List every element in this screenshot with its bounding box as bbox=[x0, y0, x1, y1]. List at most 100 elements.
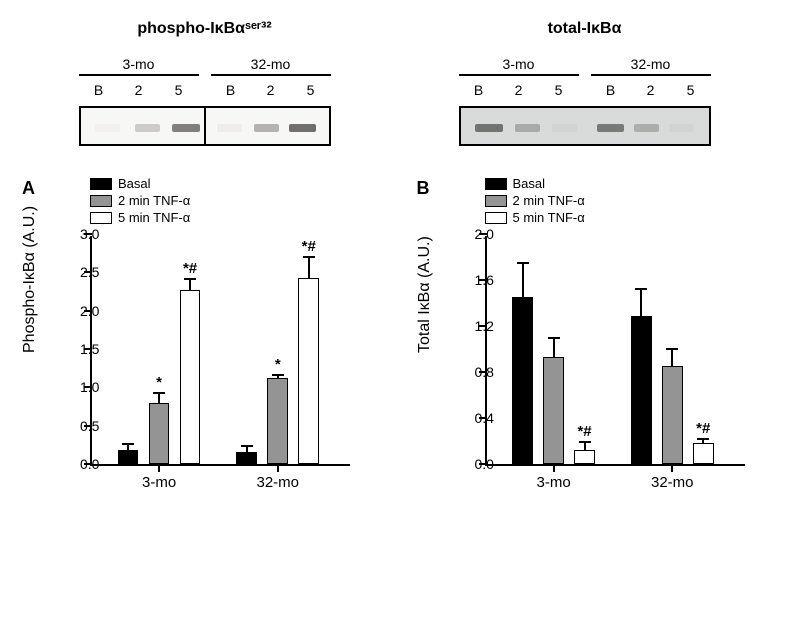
error-bar bbox=[158, 393, 160, 403]
blot-box-left bbox=[79, 106, 331, 146]
group-underline bbox=[211, 74, 331, 76]
blot-band bbox=[475, 124, 502, 132]
lane-labels: B25 bbox=[591, 82, 711, 98]
lane-label: 2 bbox=[631, 82, 671, 98]
legend-item: Basal bbox=[485, 176, 585, 191]
blot-band bbox=[669, 124, 694, 132]
bar bbox=[574, 450, 595, 464]
bar bbox=[149, 403, 170, 464]
significance-marker: * bbox=[275, 356, 281, 373]
legend-label: 2 min TNF-α bbox=[513, 193, 585, 208]
error-bar bbox=[189, 279, 191, 290]
blot-band bbox=[254, 124, 279, 132]
legend-B: Basal 2 min TNF-α 5 min TNF-α bbox=[485, 176, 585, 227]
xtick bbox=[553, 464, 555, 472]
blot-panel-right: total-IκBα 3-moB2532-moB25 bbox=[425, 20, 745, 146]
blot-groups-right: 3-moB2532-moB25 bbox=[459, 56, 711, 98]
blot-group-label: 3-mo bbox=[503, 56, 535, 72]
lane-label: B bbox=[211, 82, 251, 98]
bar bbox=[180, 290, 201, 464]
error-bar bbox=[671, 349, 673, 366]
xgroup-label: 3-mo bbox=[536, 474, 570, 491]
blot-group-label: 3-mo bbox=[123, 56, 155, 72]
lane-label: 5 bbox=[539, 82, 579, 98]
bar bbox=[118, 450, 139, 464]
significance-marker: *# bbox=[183, 260, 197, 277]
xgroup-label: 32-mo bbox=[256, 474, 299, 491]
error-cap bbox=[122, 443, 134, 445]
blot-band bbox=[95, 124, 120, 132]
blot-group-label: 32-mo bbox=[251, 56, 291, 72]
legend-item: 2 min TNF-α bbox=[90, 193, 190, 208]
error-cap bbox=[184, 278, 196, 280]
group-underline bbox=[79, 74, 199, 76]
legend-item: 2 min TNF-α bbox=[485, 193, 585, 208]
legend-label: Basal bbox=[118, 176, 151, 191]
error-bar bbox=[308, 257, 310, 278]
error-cap bbox=[666, 348, 678, 350]
lane-labels: B25 bbox=[79, 82, 199, 98]
lane-label: B bbox=[459, 82, 499, 98]
plot-area-A: 0.00.51.01.52.02.53.03-mo**#32-mo**# bbox=[90, 236, 350, 466]
xtick bbox=[158, 464, 160, 472]
bar bbox=[512, 297, 533, 464]
xgroup-label: 3-mo bbox=[142, 474, 176, 491]
legend-item: 5 min TNF-α bbox=[485, 210, 585, 225]
blot-group: 32-moB25 bbox=[591, 56, 711, 98]
blot-group-label: 32-mo bbox=[631, 56, 671, 72]
legend-swatch bbox=[485, 212, 507, 224]
legend-swatch bbox=[90, 195, 112, 207]
legend-swatch bbox=[90, 212, 112, 224]
blot-band bbox=[289, 124, 316, 132]
legend-swatch bbox=[485, 178, 507, 190]
xtick bbox=[671, 464, 673, 472]
bar bbox=[693, 443, 714, 464]
error-bar bbox=[584, 442, 586, 450]
lane-label: B bbox=[591, 82, 631, 98]
error-cap bbox=[241, 445, 253, 447]
blot-band bbox=[172, 124, 199, 132]
blot-band bbox=[135, 124, 160, 132]
blot-title-right: total-IκBα bbox=[548, 20, 622, 38]
blot-row: phospho-IκBαˢᵉʳ³² 3-moB2532-moB25 total-… bbox=[20, 20, 769, 146]
lane-label: 5 bbox=[159, 82, 199, 98]
plot-area-B: 0.00.40.81.21.62.03-mo*#32-mo*# bbox=[485, 236, 745, 466]
group-underline bbox=[459, 74, 579, 76]
blot-group: 32-moB25 bbox=[211, 56, 331, 98]
legend-swatch bbox=[90, 178, 112, 190]
error-cap bbox=[697, 438, 709, 440]
panel-letter-A: A bbox=[22, 178, 35, 199]
bar bbox=[662, 366, 683, 464]
bar bbox=[298, 278, 319, 464]
legend-A: Basal 2 min TNF-α 5 min TNF-α bbox=[90, 176, 190, 227]
blot-divider bbox=[204, 108, 206, 144]
error-cap bbox=[517, 262, 529, 264]
lane-label: 5 bbox=[671, 82, 711, 98]
significance-marker: *# bbox=[302, 238, 316, 255]
blot-groups-left: 3-moB2532-moB25 bbox=[79, 56, 331, 98]
blot-panel-left: phospho-IκBαˢᵉʳ³² 3-moB2532-moB25 bbox=[45, 20, 365, 146]
error-cap bbox=[303, 256, 315, 258]
significance-marker: *# bbox=[696, 420, 710, 437]
legend-label: 5 min TNF-α bbox=[118, 210, 190, 225]
error-cap bbox=[579, 441, 591, 443]
error-bar bbox=[553, 338, 555, 358]
ylabel-B: Total IκBα (A.U.) bbox=[416, 236, 434, 353]
error-cap bbox=[548, 337, 560, 339]
panel-letter-B: B bbox=[417, 178, 430, 199]
error-cap bbox=[272, 374, 284, 376]
legend-label: 5 min TNF-α bbox=[513, 210, 585, 225]
blot-title-left: phospho-IκBαˢᵉʳ³² bbox=[137, 20, 271, 38]
blot-band bbox=[552, 124, 577, 132]
chart-panel-B: B Basal 2 min TNF-α 5 min TNF-α Total IκBα… bbox=[415, 176, 770, 516]
blot-band bbox=[634, 124, 659, 132]
blot-group: 3-moB25 bbox=[459, 56, 579, 98]
legend-item: 5 min TNF-α bbox=[90, 210, 190, 225]
lane-label: 2 bbox=[251, 82, 291, 98]
blot-band bbox=[515, 124, 540, 132]
legend-label: Basal bbox=[513, 176, 546, 191]
bar bbox=[543, 357, 564, 464]
significance-marker: * bbox=[156, 374, 162, 391]
xtick bbox=[277, 464, 279, 472]
blot-band bbox=[597, 124, 624, 132]
